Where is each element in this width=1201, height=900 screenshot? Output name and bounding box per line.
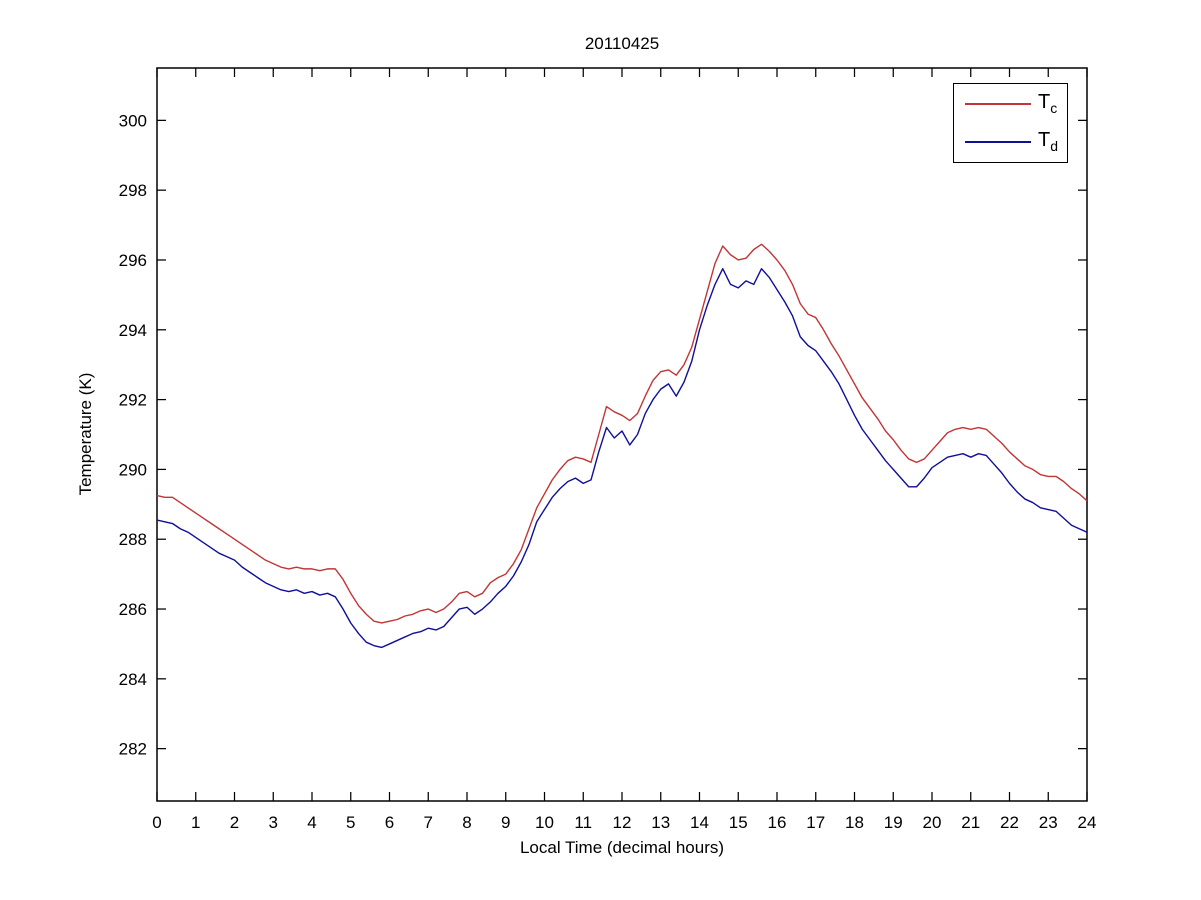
x-tick-label: 2 bbox=[230, 813, 239, 832]
x-tick-label: 18 bbox=[845, 813, 864, 832]
x-tick-label: 20 bbox=[923, 813, 942, 832]
y-tick-label: 288 bbox=[119, 530, 147, 549]
y-tick-label: 286 bbox=[119, 600, 147, 619]
y-tick-label: 292 bbox=[119, 391, 147, 410]
x-tick-label: 17 bbox=[806, 813, 825, 832]
x-tick-label: 21 bbox=[961, 813, 980, 832]
series-td-line bbox=[156, 268, 1088, 649]
x-tick-label: 14 bbox=[690, 813, 709, 832]
y-tick-label: 294 bbox=[119, 321, 147, 340]
x-tick-label: 6 bbox=[385, 813, 394, 832]
legend-label-td-base: T bbox=[1038, 129, 1051, 151]
axis-frame bbox=[156, 67, 1088, 802]
y-tick-label: 296 bbox=[119, 251, 147, 270]
x-tick-label: 22 bbox=[1000, 813, 1019, 832]
x-tick-label: 1 bbox=[191, 813, 200, 832]
x-tick-label: 10 bbox=[535, 813, 554, 832]
legend-entry-tc: Tc bbox=[954, 86, 1067, 122]
x-tick-label: 15 bbox=[729, 813, 748, 832]
x-tick-label: 8 bbox=[462, 813, 471, 832]
series-tc-line bbox=[156, 243, 1088, 624]
legend-label-td: Td bbox=[1038, 129, 1059, 154]
x-tick-label: 16 bbox=[768, 813, 787, 832]
x-tick-label: 12 bbox=[613, 813, 632, 832]
x-tick-label: 3 bbox=[269, 813, 278, 832]
legend-label-tc-base: T bbox=[1038, 91, 1051, 113]
x-tick-label: 7 bbox=[424, 813, 433, 832]
y-axis-label: Temperature (K) bbox=[76, 372, 95, 496]
legend-label-td-sub: d bbox=[1050, 138, 1059, 154]
y-tick-label: 300 bbox=[119, 111, 147, 130]
chart-title: 20110425 bbox=[584, 34, 660, 53]
y-tick-label: 282 bbox=[119, 740, 147, 759]
legend-label-tc: Tc bbox=[1038, 91, 1058, 116]
x-axis-label: Local Time (decimal hours) bbox=[519, 838, 725, 857]
y-tick-label: 284 bbox=[119, 670, 147, 689]
x-tick-label: 9 bbox=[501, 813, 510, 832]
legend-line-tc bbox=[965, 103, 1031, 105]
legend-label-tc-sub: c bbox=[1050, 100, 1058, 116]
x-tick-label: 11 bbox=[574, 813, 592, 832]
x-tick-label: 5 bbox=[346, 813, 355, 832]
y-tick-label: 290 bbox=[119, 460, 147, 479]
x-tick-label: 0 bbox=[152, 813, 161, 832]
x-tick-label: 23 bbox=[1039, 813, 1058, 832]
x-tick-label: 13 bbox=[651, 813, 670, 832]
legend: Tc Td bbox=[953, 83, 1068, 163]
x-tick-label: 19 bbox=[884, 813, 903, 832]
legend-line-td bbox=[965, 141, 1031, 143]
x-tick-label: 4 bbox=[307, 813, 316, 832]
x-tick-label: 24 bbox=[1078, 813, 1097, 832]
y-tick-label: 298 bbox=[119, 181, 147, 200]
legend-entry-td: Td bbox=[954, 124, 1067, 160]
